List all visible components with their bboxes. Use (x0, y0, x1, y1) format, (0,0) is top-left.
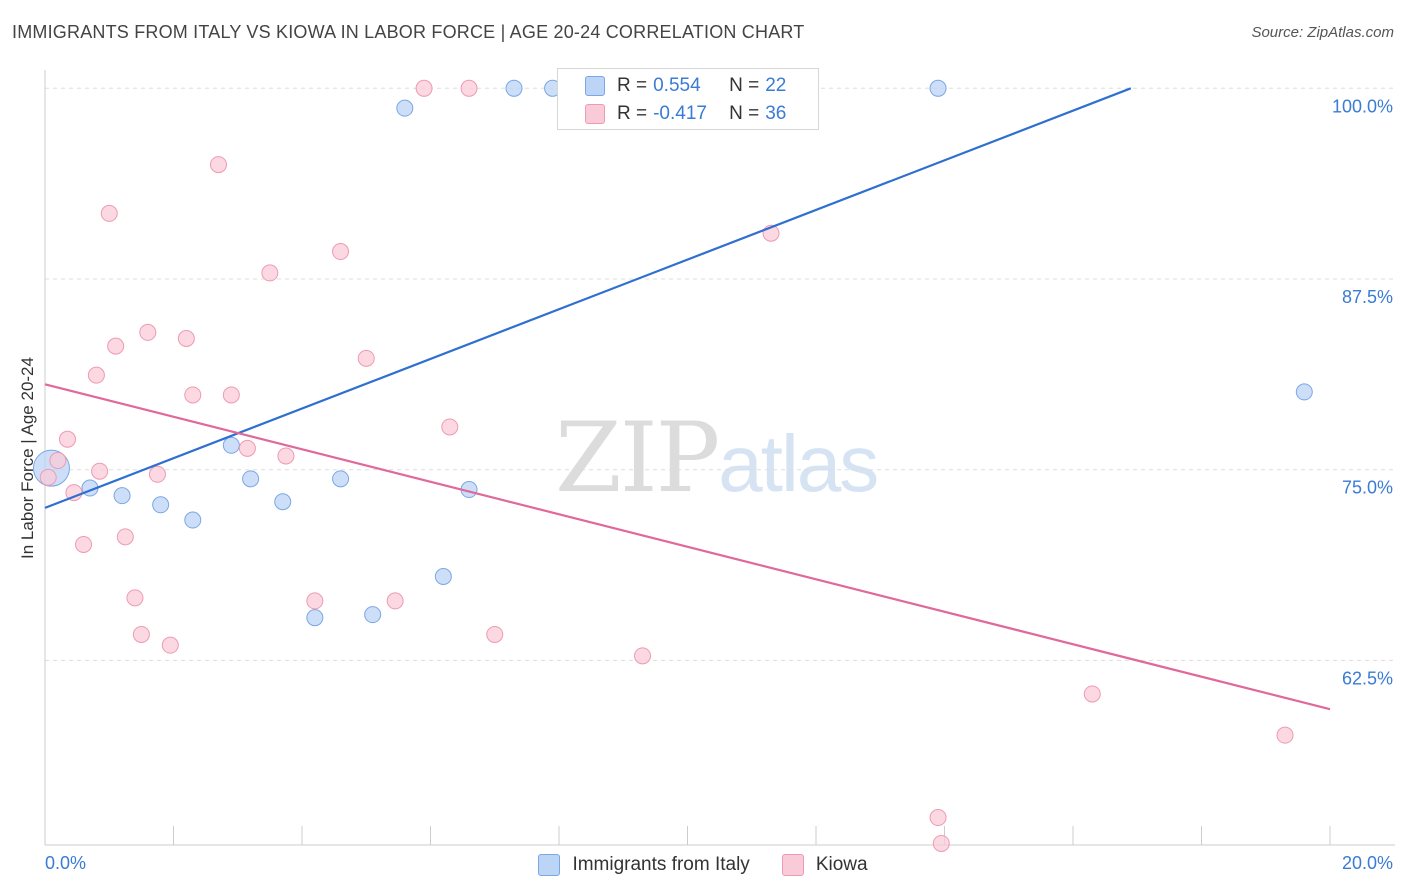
x-tick-label: 0.0% (45, 853, 86, 873)
italy-point (396, 99, 414, 117)
kiowa-point (184, 386, 202, 404)
kiowa-n-value: 36 (765, 103, 787, 124)
kiowa-point (332, 243, 350, 261)
kiowa-point (1083, 685, 1101, 703)
kiowa-point (386, 592, 404, 610)
kiowa-point (415, 79, 433, 97)
kiowa-point (126, 589, 144, 607)
kiowa-point (116, 528, 134, 546)
y-tick-label: 100.0% (1332, 96, 1393, 116)
kiowa-point (277, 447, 295, 465)
italy-point (364, 606, 382, 624)
y-tick-label: 87.5% (1342, 287, 1393, 307)
kiowa-point (139, 323, 157, 341)
kiowa-point (148, 465, 166, 483)
n-label: N = (729, 75, 760, 96)
italy-point (929, 79, 947, 97)
italy-swatch (585, 76, 605, 96)
r-label: R = (617, 75, 648, 96)
legend-item-italy[interactable]: Immigrants from Italy (538, 854, 750, 876)
n-label: N = (729, 103, 760, 124)
kiowa-point (39, 468, 57, 486)
source-credit: Source: ZipAtlas.com (1251, 24, 1394, 41)
italy-point (113, 487, 131, 505)
kiowa-point (75, 535, 93, 553)
italy-n-value: 22 (765, 75, 787, 96)
watermark-atlas: atlas (718, 419, 879, 508)
y-tick-label: 75.0% (1342, 478, 1393, 498)
kiowa-trend-line (44, 383, 1331, 711)
kiowa-swatch (585, 104, 605, 124)
kiowa-legend-swatch (781, 854, 804, 876)
y-tick-label: 62.5% (1342, 668, 1393, 688)
kiowa-point (261, 264, 279, 282)
italy-legend-label: Immigrants from Italy (572, 854, 750, 875)
kiowa-point (209, 156, 227, 174)
italy-point (152, 496, 170, 514)
kiowa-point (58, 430, 76, 448)
italy-trend-line (44, 87, 1132, 509)
series-legend: Immigrants from Italy Kiowa (0, 852, 1406, 878)
kiowa-point (441, 418, 459, 436)
italy-point (184, 511, 202, 529)
correlation-legend: R = 0.554 N = 22 R = -0.417 N = 36 (557, 68, 819, 130)
kiowa-point (49, 452, 67, 470)
kiowa-point (486, 625, 504, 643)
italy-legend-swatch (538, 854, 561, 876)
italy-point (222, 436, 240, 454)
kiowa-point (222, 386, 240, 404)
italy-point (505, 79, 523, 97)
kiowa-point (357, 349, 375, 367)
kiowa-r-value: -0.417 (653, 103, 707, 124)
r-label: R = (617, 103, 648, 124)
kiowa-point (100, 204, 118, 222)
legend-row-italy: R = 0.554 N = 22 (558, 72, 786, 100)
kiowa-point (91, 462, 109, 480)
kiowa-legend-label: Kiowa (815, 854, 868, 875)
italy-r-value: 0.554 (653, 75, 701, 96)
zipatlas-watermark: ZIPatlas (555, 402, 879, 514)
kiowa-point (1276, 726, 1294, 744)
italy-point (274, 493, 292, 511)
watermark-zip: ZIP (555, 402, 720, 514)
kiowa-point (929, 809, 947, 827)
kiowa-point (87, 366, 105, 384)
legend-item-kiowa[interactable]: Kiowa (781, 854, 868, 876)
kiowa-point (460, 79, 478, 97)
kiowa-point (634, 647, 652, 665)
italy-point (1295, 383, 1313, 401)
italy-point (306, 609, 324, 627)
kiowa-point (107, 337, 125, 355)
kiowa-point (238, 439, 256, 457)
italy-point (434, 567, 452, 585)
x-tick-label: 20.0% (1342, 853, 1393, 873)
kiowa-point (132, 625, 150, 643)
legend-row-kiowa: R = -0.417 N = 36 (558, 100, 786, 128)
kiowa-point (161, 636, 179, 654)
italy-point (242, 470, 260, 488)
chart-title: IMMIGRANTS FROM ITALY VS KIOWA IN LABOR … (12, 22, 805, 42)
kiowa-point (177, 330, 195, 348)
kiowa-point (306, 592, 324, 610)
kiowa-point (932, 834, 950, 852)
italy-point (332, 470, 350, 488)
